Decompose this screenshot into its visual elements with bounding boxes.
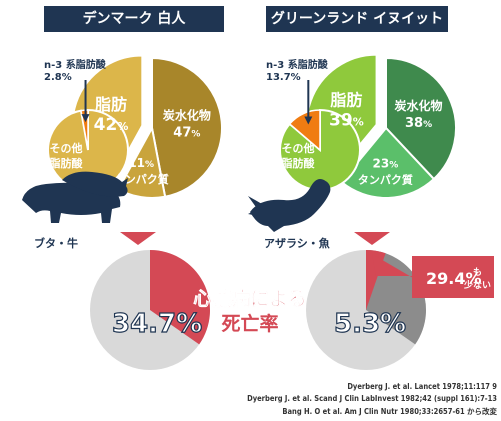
reference-2: Dyerberg J. et al. Scand J Clin LabInves… — [247, 394, 497, 403]
greenland-down-arrow-icon — [354, 232, 390, 245]
mortality-title-2: 死亡率 — [221, 312, 278, 335]
greenland-carb-label: 炭水化物 — [395, 98, 443, 113]
reference-1: Dyerberg J. et al. Lancet 1978;11:117 9 — [347, 382, 497, 391]
seal-icon — [250, 179, 331, 232]
denmark-fat-label: 脂肪 — [95, 95, 127, 114]
ratio-value: 29.4% — [426, 269, 482, 288]
denmark-omega3-arrowhead — [81, 114, 90, 123]
denmark-carb-label: 炭水化物 — [163, 108, 211, 123]
denmark-omega3-label: n-3 系脂肪酸 — [44, 58, 107, 71]
denmark-other-label-1: その他 — [50, 141, 83, 155]
greenland-fat-value: 39% — [329, 111, 364, 131]
greenland-omega3-arrowhead — [304, 116, 313, 125]
greenland-omega3-value: 13.7% — [266, 72, 301, 83]
mortality-slice-denmark — [150, 250, 210, 345]
greenland-protein-label: タンパク質 — [358, 172, 413, 186]
ratio-note-1: も — [473, 267, 482, 278]
denmark-down-arrow-icon — [120, 232, 156, 245]
denmark-omega3-value: 2.8% — [44, 72, 72, 83]
greenland-caption: アザラシ・魚 — [264, 236, 330, 250]
denmark-protein-value: 11% — [128, 156, 154, 170]
ratio-note-2: 少ない — [463, 279, 491, 291]
greenland-carb-value: 38% — [405, 116, 432, 131]
greenland-protein-value: 23% — [372, 156, 398, 170]
denmark-other-label-2: 脂肪酸 — [49, 156, 84, 170]
mortality-title-1: 心臓病による — [193, 287, 306, 310]
greenland-slice-protein — [339, 126, 436, 199]
fish-icon — [248, 196, 262, 216]
denmark-protein-label: タンパク質 — [114, 172, 169, 186]
denmark-carb-value: 47% — [173, 126, 200, 141]
denmark-caption: ブタ・牛 — [34, 236, 78, 250]
denmark-fat-value: 42% — [94, 115, 129, 135]
mortality-value-greenland: 5.3% — [334, 309, 406, 339]
cow-icon — [62, 171, 128, 197]
greenland-slice-carb — [385, 56, 457, 181]
reference-3: Bang H. O et al. Am J Clin Nutr 1980;33:… — [282, 407, 497, 416]
greenland-slice-omega3 — [288, 109, 321, 152]
chart-title-greenland: グリーンランド イヌイット — [266, 6, 448, 32]
ratio-box — [412, 256, 494, 298]
greenland-fat-label: 脂肪 — [330, 91, 362, 110]
greenland-other-label-2: 脂肪酸 — [281, 156, 316, 170]
denmark-slice-carb — [151, 56, 223, 198]
mortality-value-denmark: 34.7% — [112, 309, 202, 339]
chart-title-denmark: デンマーク 白人 — [44, 6, 224, 32]
greenland-omega3-label: n-3 系脂肪酸 — [266, 58, 329, 71]
greenland-other-label-1: その他 — [282, 141, 315, 155]
